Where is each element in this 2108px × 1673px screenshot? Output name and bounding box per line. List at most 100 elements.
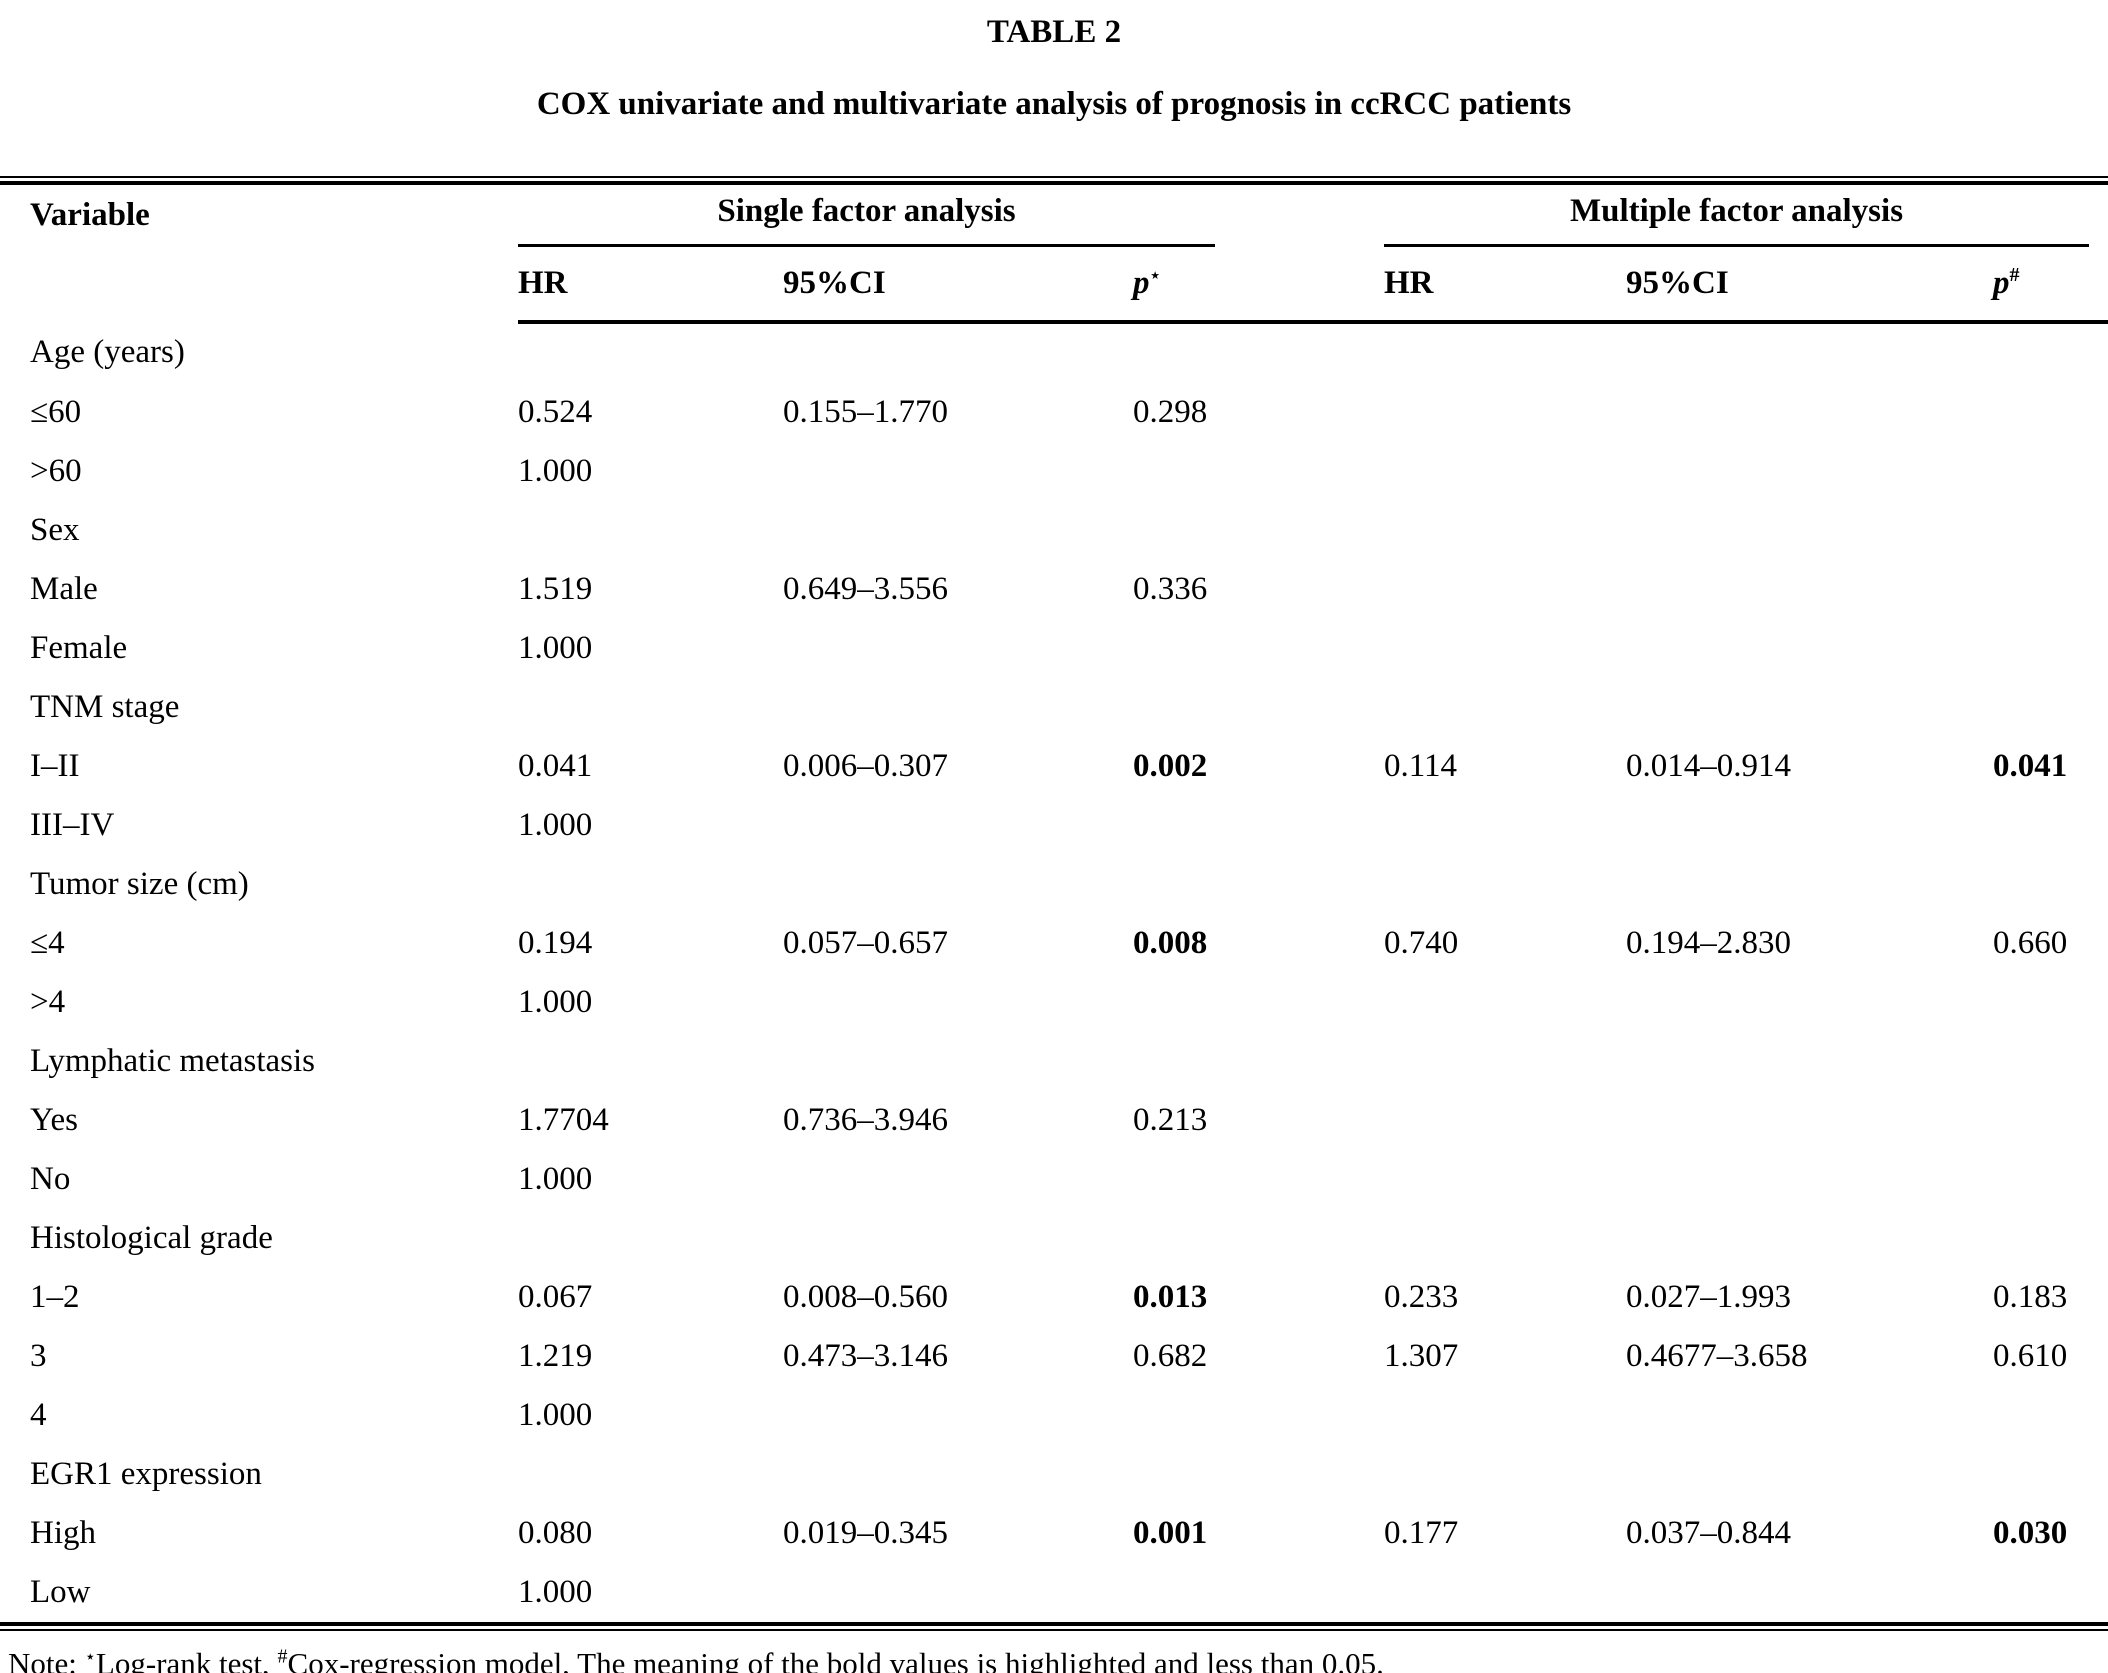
single-p-value — [1133, 619, 1384, 678]
row-label: Low — [30, 1574, 91, 1610]
single-ci-value — [783, 1209, 1133, 1268]
multiple-p-value — [1993, 1563, 2108, 1622]
single-p-value — [1133, 442, 1384, 501]
single-ci-value — [783, 1563, 1133, 1622]
multiple-p-value: 0.183 — [1993, 1279, 2068, 1315]
multiple-p-value — [1993, 1209, 2108, 1268]
row-label: EGR1 expression — [30, 1456, 262, 1492]
multiple-factor-group-cell: Multiple factor analysis — [1384, 185, 2108, 247]
single-p-value — [1133, 1209, 1384, 1268]
table-row: 1–2 0.067 0.008–0.560 0.013 0.233 0.027–1.993… — [0, 1268, 2108, 1327]
table-row: Histological grade — [0, 1209, 2108, 1268]
row-label: ≤60 — [30, 394, 82, 430]
single-p-value — [1133, 1150, 1384, 1209]
row-label: Age (years) — [30, 334, 185, 370]
col-header-hr-single: HR — [518, 247, 783, 324]
multiple-p-value — [1993, 796, 2108, 855]
multiple-ci-value: 0.027–1.993 — [1626, 1279, 1792, 1315]
multiple-ci-value — [1626, 1386, 1993, 1445]
multiple-hr-value: 1.307 — [1384, 1338, 1459, 1374]
single-ci-value — [783, 1032, 1133, 1091]
single-hr-value: 1.7704 — [518, 1102, 609, 1138]
table-header: Variable Single factor analysis Multiple… — [0, 185, 2108, 324]
row-label: 3 — [30, 1338, 47, 1374]
footnote-prefix: Note: — [8, 1646, 85, 1673]
multiple-p-value — [1993, 678, 2108, 737]
table-row: Tumor size (cm) — [0, 855, 2108, 914]
single-ci-value: 0.008–0.560 — [783, 1279, 948, 1315]
table-row: Sex — [0, 501, 2108, 560]
single-hr-value — [518, 1032, 783, 1091]
column-header-row: HR 95%CI p⋆ HR 95%CI p# — [0, 247, 2108, 324]
multiple-hr-value: 0.114 — [1384, 748, 1458, 784]
single-ci-value — [783, 796, 1133, 855]
single-ci-value: 0.019–0.345 — [783, 1515, 948, 1551]
table-row: >4 1.000 — [0, 973, 2108, 1032]
table-row: Age (years) — [0, 322, 2108, 383]
single-p-value — [1133, 973, 1384, 1032]
multiple-p-value — [1993, 501, 2108, 560]
multiple-p-value — [1993, 383, 2108, 442]
multiple-hr-value — [1384, 1209, 1626, 1268]
single-ci-value — [783, 973, 1133, 1032]
multiple-ci-value — [1626, 796, 1993, 855]
single-hr-value: 1.000 — [518, 807, 593, 843]
single-hr-value: 0.067 — [518, 1279, 593, 1315]
row-label: Histological grade — [30, 1220, 273, 1256]
col-header-p-multiple: p# — [1993, 247, 2108, 324]
single-factor-group-header: Single factor analysis — [518, 185, 1215, 247]
single-p-value — [1133, 1032, 1384, 1091]
multiple-ci-value — [1626, 322, 1993, 383]
single-p-value — [1133, 678, 1384, 737]
single-hr-value — [518, 678, 783, 737]
single-p-value — [1133, 796, 1384, 855]
multiple-ci-value — [1626, 501, 1993, 560]
single-hr-value — [518, 855, 783, 914]
table-row: EGR1 expression — [0, 1445, 2108, 1504]
single-ci-value — [783, 501, 1133, 560]
single-p-value: 0.682 — [1133, 1338, 1208, 1374]
single-p-value — [1133, 1563, 1384, 1622]
multiple-hr-value — [1384, 383, 1626, 442]
multiple-hr-value: 0.740 — [1384, 925, 1459, 961]
single-p-value — [1133, 501, 1384, 560]
multiple-ci-value — [1626, 1091, 1993, 1150]
multiple-hr-value — [1384, 1091, 1626, 1150]
single-hr-value — [518, 1209, 783, 1268]
row-label: >4 — [30, 984, 66, 1020]
single-ci-value — [783, 619, 1133, 678]
multiple-hr-value — [1384, 1150, 1626, 1209]
p-symbol: p — [1133, 265, 1150, 301]
col-header-p-single: p⋆ — [1133, 247, 1385, 324]
multiple-p-value — [1993, 1150, 2108, 1209]
top-rule — [0, 176, 2108, 185]
single-factor-group-label: Single factor analysis — [717, 193, 1016, 229]
single-hr-value: 1.000 — [518, 453, 593, 489]
single-ci-value: 0.473–3.146 — [783, 1338, 948, 1374]
multiple-hr-value — [1384, 973, 1626, 1032]
single-p-value: 0.001 — [1133, 1515, 1208, 1551]
single-factor-group-cell: Single factor analysis — [518, 185, 1384, 247]
multiple-ci-value — [1626, 619, 1993, 678]
multiple-hr-value — [1384, 1386, 1626, 1445]
multiple-hr-value: 0.177 — [1384, 1515, 1459, 1551]
row-label: Sex — [30, 512, 80, 548]
row-label: I–II — [30, 748, 80, 784]
single-p-value — [1133, 1386, 1384, 1445]
table-row: No 1.000 — [0, 1150, 2108, 1209]
multiple-p-value — [1993, 855, 2108, 914]
single-hr-value: 1.519 — [518, 571, 593, 607]
table-body: Age (years) ≤60 0.524 0.155–1.770 0.298 >60 1.… — [0, 322, 2108, 1622]
table-row: TNM stage — [0, 678, 2108, 737]
col-header-ci-single: 95%CI — [783, 247, 1133, 324]
footnote-logrank-text: Log-rank test, — [95, 1646, 278, 1673]
single-hr-value: 0.194 — [518, 925, 593, 961]
table-row: Yes 1.7704 0.736–3.946 0.213 — [0, 1091, 2108, 1150]
multiple-hr-value — [1384, 619, 1626, 678]
table-row: >60 1.000 — [0, 442, 2108, 501]
multiple-p-value — [1993, 442, 2108, 501]
multiple-hr-value — [1384, 322, 1626, 383]
multiple-hr-value — [1384, 560, 1626, 619]
table-row: ≤60 0.524 0.155–1.770 0.298 — [0, 383, 2108, 442]
